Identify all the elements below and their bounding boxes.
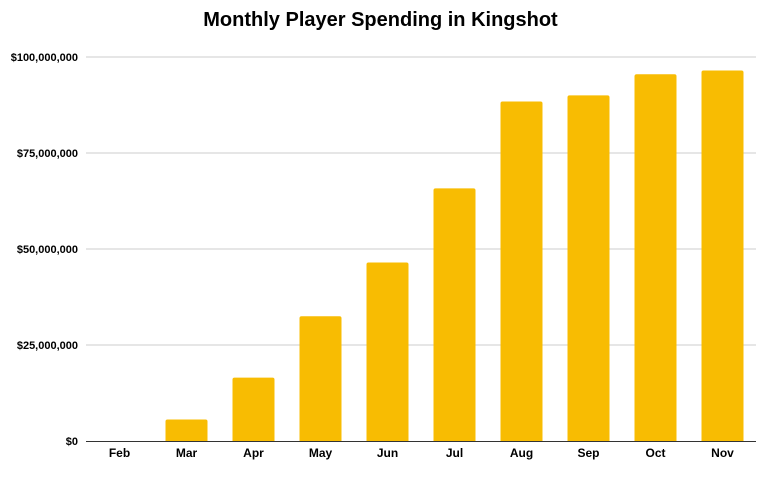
x-tick-labels: Feb Mar Apr May Jun Jul Aug Sep Oct Nov xyxy=(109,446,734,460)
x-tick-label: Oct xyxy=(645,446,665,460)
y-tick-label: $0 xyxy=(66,436,78,448)
x-tick-label: Nov xyxy=(711,446,734,460)
bar-apr xyxy=(232,377,275,441)
bar-sep xyxy=(567,95,610,442)
y-tick-label: $75,000,000 xyxy=(17,148,78,160)
x-tick-label: Sep xyxy=(577,446,599,460)
bar-mar xyxy=(165,419,208,441)
bar-jun xyxy=(366,262,409,441)
y-tick-label: $100,000,000 xyxy=(11,52,78,64)
x-tick-label: Jul xyxy=(446,446,463,460)
bar-aug xyxy=(500,101,543,441)
bar-oct xyxy=(634,74,677,441)
x-tick-label: Feb xyxy=(109,446,130,460)
bar-may xyxy=(299,316,342,441)
x-tick-label: Apr xyxy=(243,446,264,460)
x-tick-label: Jun xyxy=(377,446,398,460)
y-tick-label: $50,000,000 xyxy=(17,244,78,256)
y-tick-label: $25,000,000 xyxy=(17,340,78,352)
x-tick-label: May xyxy=(309,446,333,460)
bar-jul xyxy=(433,188,476,441)
x-tick-label: Aug xyxy=(510,446,533,460)
chart-title: Monthly Player Spending in Kingshot xyxy=(203,9,558,31)
bar-nov xyxy=(701,70,744,441)
y-tick-labels: $0 $25,000,000 $50,000,000 $75,000,000 $100,… xyxy=(11,52,78,448)
bars xyxy=(165,70,744,442)
x-tick-label: Mar xyxy=(176,446,198,460)
